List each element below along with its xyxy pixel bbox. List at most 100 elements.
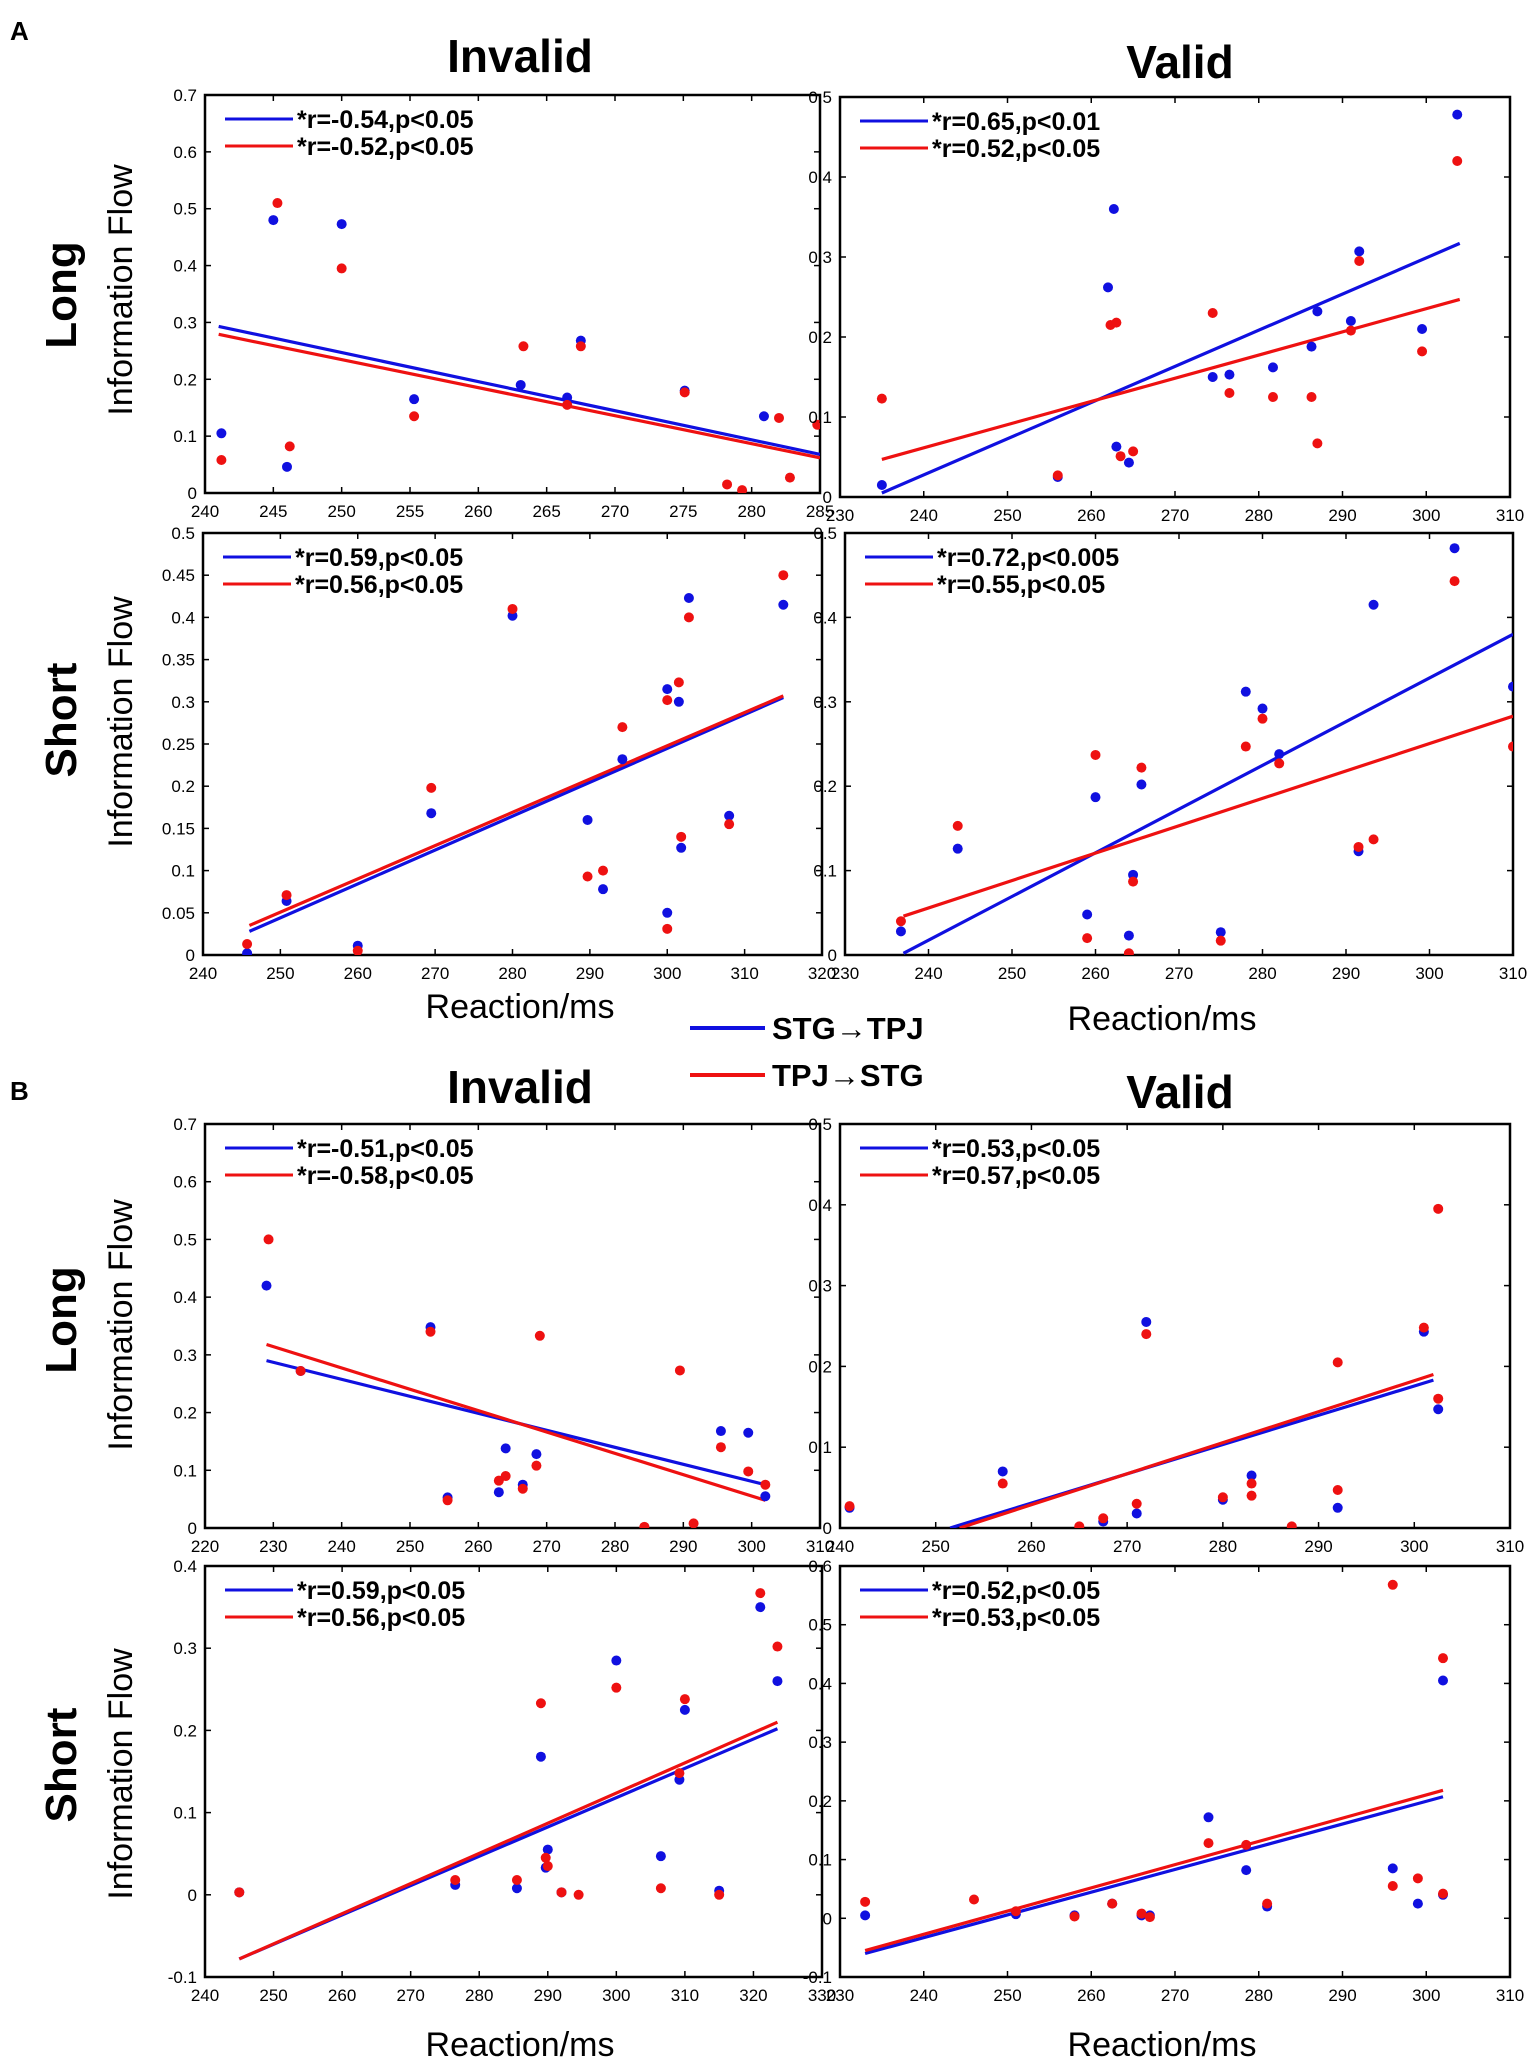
annotation-text: *r=-0.58,p<0.05: [297, 1162, 474, 1190]
x-tick-label: 310: [1496, 1537, 1524, 1556]
y-tick-label: 0.5: [808, 88, 832, 107]
data-point-stg-tpj: [1257, 703, 1268, 714]
fit-line-tpj-stg: [902, 714, 1513, 918]
data-point-tpj-stg: [1241, 1839, 1252, 1850]
y-tick-label: 0.1: [173, 1804, 197, 1823]
data-point-tpj-stg: [722, 479, 733, 490]
y-tick-label: 0.7: [173, 1115, 197, 1134]
data-point-stg-tpj: [1207, 372, 1218, 382]
data-point-stg-tpj: [1215, 927, 1226, 938]
data-point-tpj-stg: [1418, 1322, 1429, 1333]
data-point-tpj-stg: [1274, 758, 1285, 769]
fit-line-stg-tpj: [218, 324, 820, 456]
data-point-tpj-stg: [598, 865, 609, 876]
data-point-stg-tpj: [515, 379, 526, 390]
data-point-tpj-stg: [688, 1518, 699, 1528]
data-point-stg-tpj: [662, 684, 673, 695]
data-point-stg-tpj: [268, 215, 279, 226]
data-point-tpj-stg: [679, 387, 690, 398]
data-point-tpj-stg: [1107, 1898, 1118, 1909]
x-tick-label: 285: [806, 502, 834, 521]
data-point-stg-tpj: [679, 1704, 690, 1715]
x-tick-label: 280: [1209, 1537, 1237, 1556]
y-tick-label: 0.1: [813, 862, 837, 881]
x-tick-label: 270: [1161, 1986, 1189, 2005]
data-point-tpj-stg: [952, 820, 963, 831]
y-tick-label: 0.2: [808, 1792, 832, 1811]
x-tick-label: 260: [1081, 964, 1109, 983]
data-point-stg-tpj: [1141, 1316, 1152, 1327]
y-tick-label: 0.4: [173, 257, 197, 276]
column-title-valid-b: Valid: [1126, 1066, 1233, 1118]
data-point-stg-tpj: [242, 948, 253, 955]
data-point-tpj-stg: [674, 1768, 685, 1779]
x-tick-label: 255: [396, 502, 424, 521]
data-point-tpj-stg: [295, 1366, 306, 1377]
x-tick-label: 240: [910, 506, 938, 525]
y-tick-label: 0.3: [173, 1639, 197, 1658]
data-point-tpj-stg: [1217, 1492, 1228, 1503]
y-tick-label: 0.05: [162, 904, 195, 923]
data-point-tpj-stg: [1144, 1912, 1155, 1923]
data-point-stg-tpj: [1108, 204, 1119, 214]
annotation-text: *r=0.65,p<0.01: [932, 108, 1100, 136]
data-point-tpj-stg: [272, 198, 283, 209]
x-tick-label: 300: [1412, 506, 1440, 525]
data-point-stg-tpj: [1111, 441, 1122, 452]
data-point-tpj-stg: [535, 1698, 546, 1709]
plot-a-valid-short: 230 240 250 260 270 280 290 300 310 0 0.1 0.2 0.3 0.4…: [813, 524, 1527, 983]
x-tick-label: 240: [914, 964, 942, 983]
x-axis-label-a-valid: Reaction/ms: [1068, 1000, 1257, 1038]
plot-data: [895, 543, 1513, 955]
data-point-stg-tpj: [1332, 1502, 1343, 1513]
x-tick-label: 260: [464, 1537, 492, 1556]
data-point-tpj-stg: [352, 945, 363, 955]
data-point-tpj-stg: [655, 1883, 666, 1894]
row-label-long-b: Long: [37, 1266, 86, 1374]
y-tick-label: 0: [823, 1909, 832, 1928]
y-tick-label: 0.25: [162, 735, 195, 754]
data-point-tpj-stg: [683, 612, 694, 623]
y-tick-label: 0.5: [171, 524, 195, 543]
annotation-text: *r=-0.54,p<0.05: [297, 106, 474, 134]
data-point-tpj-stg: [1128, 446, 1139, 457]
data-point-stg-tpj: [683, 592, 694, 603]
data-point-tpj-stg: [743, 1466, 754, 1477]
data-point-stg-tpj: [1224, 369, 1235, 380]
data-point-tpj-stg: [679, 1694, 690, 1705]
data-point-stg-tpj: [542, 1844, 553, 1855]
data-point-tpj-stg: [442, 1495, 453, 1506]
data-point-stg-tpj: [673, 696, 684, 707]
data-point-tpj-stg: [860, 1896, 871, 1907]
y-tick-label: 0.5: [173, 1230, 197, 1249]
data-point-tpj-stg: [1098, 1513, 1109, 1524]
data-point-stg-tpj: [1417, 324, 1428, 334]
x-tick-label: 300: [737, 1537, 765, 1556]
annotation-text: *r=0.59,p<0.05: [297, 1577, 465, 1605]
y-tick-label: 0: [186, 946, 195, 965]
y-tick-label: 0.2: [173, 1721, 197, 1740]
x-tick-label: 240: [327, 1537, 355, 1556]
data-point-tpj-stg: [760, 1479, 771, 1490]
y-tick-label: 0.4: [173, 1288, 197, 1307]
x-tick-label: 270: [1161, 506, 1189, 525]
plot-frame: [838, 1564, 1512, 1979]
data-point-tpj-stg: [737, 485, 748, 493]
data-point-tpj-stg: [500, 1471, 511, 1482]
data-point-tpj-stg: [674, 1365, 685, 1376]
data-point-stg-tpj: [493, 1487, 504, 1498]
fit-line-stg-tpj: [248, 696, 784, 933]
shared-legend: STG→TPJ TPJ→STG: [690, 1011, 924, 1093]
data-point-tpj-stg: [676, 831, 687, 842]
column-title-invalid-a: Invalid: [447, 30, 593, 82]
data-point-stg-tpj: [952, 843, 963, 854]
x-tick-label: 270: [396, 1986, 424, 2005]
x-tick-label: 300: [1412, 1986, 1440, 2005]
y-axis-label-b-short: Information Flow: [102, 1648, 140, 1900]
data-point-tpj-stg: [582, 871, 593, 882]
data-point-tpj-stg: [562, 399, 573, 410]
x-tick-label: 270: [532, 1537, 560, 1556]
x-tick-label: 310: [1499, 964, 1527, 983]
y-tick-label: 0.2: [808, 328, 832, 347]
